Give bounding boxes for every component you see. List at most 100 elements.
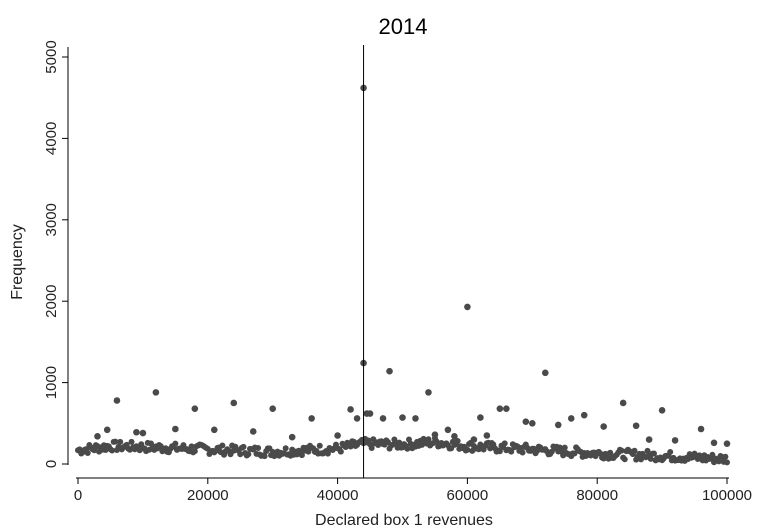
y-tick-label: 5000 [43,40,60,73]
data-point [483,432,491,439]
data-point [368,444,375,451]
data-point [404,445,411,452]
data-point [571,450,578,457]
data-points [75,84,731,466]
x-tick-label: 60000 [447,487,489,504]
data-point [298,452,305,459]
data-point [249,428,257,435]
data-point [667,448,674,455]
data-point [324,450,331,457]
data-point [152,389,160,396]
data-point [632,422,640,430]
y-tick-label: 2000 [43,285,60,318]
y-tick-label: 0 [43,460,60,468]
data-point [347,443,354,450]
x-tick-label: 20000 [187,487,229,504]
data-point [658,406,666,414]
data-point [541,369,549,377]
data-point [396,439,403,446]
data-point [308,415,315,422]
data-point [645,436,653,443]
data-point [91,447,98,454]
y-axis-label: Frequency [9,224,26,300]
data-point [412,415,419,422]
data-point [580,411,588,419]
data-point [210,426,218,434]
data-point [508,448,515,455]
x-tick-label: 100000 [702,487,752,504]
data-point [600,455,607,462]
data-point [282,445,289,452]
data-point [600,423,607,430]
data-point [650,450,657,457]
data-point [554,421,562,429]
data-point [464,303,471,311]
data-point [113,397,121,404]
data-point [671,437,679,444]
data-point [139,429,147,437]
data-point [94,433,101,440]
data-point [715,458,722,465]
data-point [337,448,344,455]
data-point [219,442,226,449]
y-tick-label: 3000 [43,203,60,236]
data-point [172,425,179,433]
data-point [724,459,730,466]
data-point [230,399,238,407]
data-point [117,438,124,445]
data-point [470,436,478,443]
data-point [103,426,111,434]
data-point [433,438,440,445]
data-point [128,438,135,445]
data-point [255,445,262,452]
y-tick-label: 1000 [43,366,60,399]
data-point [109,447,116,454]
data-point [347,406,354,413]
data-point [561,444,568,451]
y-tick-label: 4000 [43,122,60,155]
data-point [188,443,195,450]
data-point [444,426,452,434]
data-point [425,389,432,396]
data-point [240,443,247,450]
data-point [269,405,277,412]
data-point [501,440,508,447]
data-point [261,453,268,460]
data-point [529,420,536,427]
data-point [245,451,252,458]
data-point [363,410,371,417]
data-point [133,428,140,436]
data-point [172,440,179,447]
data-point [334,432,341,439]
data-point [157,443,164,450]
data-point [379,415,387,422]
data-point [522,418,530,425]
data-point [722,453,729,460]
data-point [503,405,510,412]
axes [67,47,729,479]
x-tick-label: 0 [74,487,82,504]
data-point [477,414,484,421]
data-point [710,439,718,447]
data-point [496,448,503,455]
data-point [191,448,198,455]
data-point [697,425,705,433]
data-point [399,414,406,421]
data-point [425,436,432,443]
data-point [631,447,638,454]
data-point [112,438,119,445]
data-point [519,449,526,456]
data-point [237,451,244,458]
data-point [288,433,296,441]
data-point [621,456,628,463]
data-point [386,367,393,375]
axis-ticks: 0 20000 40000 60000 80000 100000 0 1000 2000 3000… [43,40,752,504]
x-tick-label: 40000 [317,487,359,504]
data-point [618,447,625,454]
data-point [431,431,439,438]
data-point [84,450,91,457]
data-point [191,405,199,412]
x-tick-label: 80000 [576,487,618,504]
data-point [607,449,614,456]
